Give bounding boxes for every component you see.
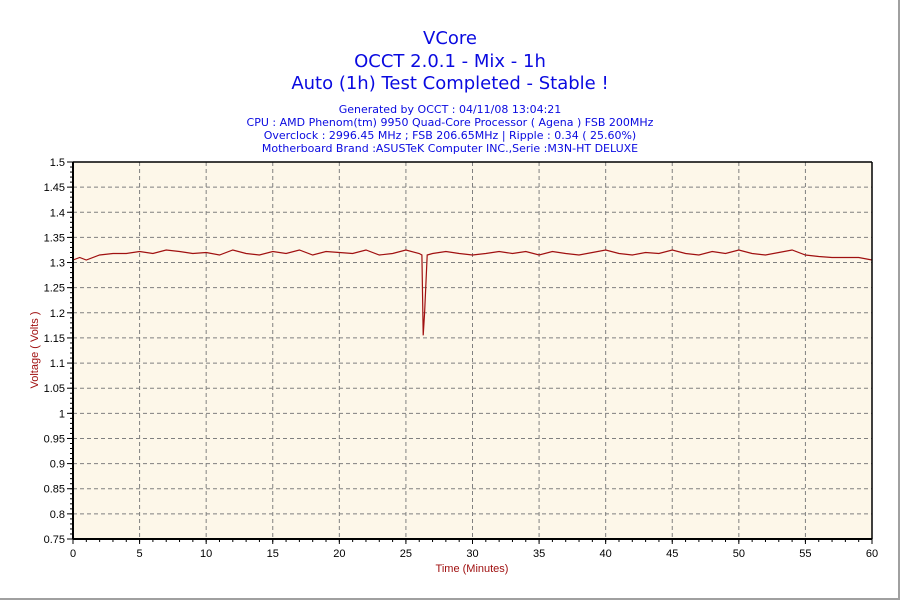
y-tick-label: 1.45 xyxy=(44,182,65,194)
y-axis-title: Voltage ( Volts ) xyxy=(29,311,41,388)
grid-lines xyxy=(73,162,873,539)
y-tick-label: 1.05 xyxy=(44,383,65,395)
y-tick-label: 0.9 xyxy=(50,459,65,471)
y-tick-label: 0.8 xyxy=(50,509,65,521)
axes xyxy=(72,161,873,540)
x-tick-label: 10 xyxy=(200,548,212,560)
x-tick-label: 40 xyxy=(600,548,612,560)
x-tick-label: 20 xyxy=(333,548,345,560)
x-tick-label: 15 xyxy=(267,548,279,560)
chart-subtitle: OCCT 2.0.1 - Mix - 1h xyxy=(354,51,546,72)
x-tick-label: 55 xyxy=(799,548,811,560)
y-tick-label: 1.35 xyxy=(44,232,65,244)
x-tick-label: 50 xyxy=(733,548,745,560)
y-tick-label: 1.4 xyxy=(50,207,65,219)
y-tick-label: 0.95 xyxy=(44,433,65,445)
x-tick-label: 5 xyxy=(137,548,143,560)
x-tick-label: 25 xyxy=(400,548,412,560)
y-tick-label: 1.25 xyxy=(44,283,65,295)
y-tick-label: 1.3 xyxy=(50,258,65,270)
x-tick-label: 0 xyxy=(70,548,76,560)
axis-ticks: 1.51.451.41.351.31.251.21.151.11.0510.95… xyxy=(44,157,879,560)
x-tick-label: 35 xyxy=(533,548,545,560)
chart-title: VCore xyxy=(423,28,477,49)
info-cpu: CPU : AMD Phenom(tm) 9950 Quad-Core Proc… xyxy=(246,116,654,129)
y-tick-label: 1.1 xyxy=(50,358,65,370)
y-tick-label: 1.15 xyxy=(44,333,65,345)
x-axis-title: Time (Minutes) xyxy=(436,563,509,575)
info-overclock: Overclock : 2996.45 MHz ; FSB 206.65MHz … xyxy=(263,129,637,142)
info-motherboard: Motherboard Brand :ASUSTeK Computer INC.… xyxy=(261,142,639,155)
test-status: Auto (1h) Test Completed - Stable ! xyxy=(291,73,609,94)
x-tick-label: 30 xyxy=(466,548,478,560)
y-tick-label: 1.2 xyxy=(50,308,65,320)
y-tick-label: 1 xyxy=(59,408,65,420)
x-tick-label: 60 xyxy=(866,548,878,560)
info-generated: Generated by OCCT : 04/11/08 13:04:21 xyxy=(338,103,562,116)
plot-area xyxy=(73,162,872,539)
y-tick-label: 0.75 xyxy=(44,534,65,546)
y-tick-label: 0.85 xyxy=(44,484,65,496)
x-tick-label: 45 xyxy=(666,548,678,560)
y-tick-label: 1.5 xyxy=(50,157,65,169)
vcore-series-line xyxy=(72,249,873,336)
